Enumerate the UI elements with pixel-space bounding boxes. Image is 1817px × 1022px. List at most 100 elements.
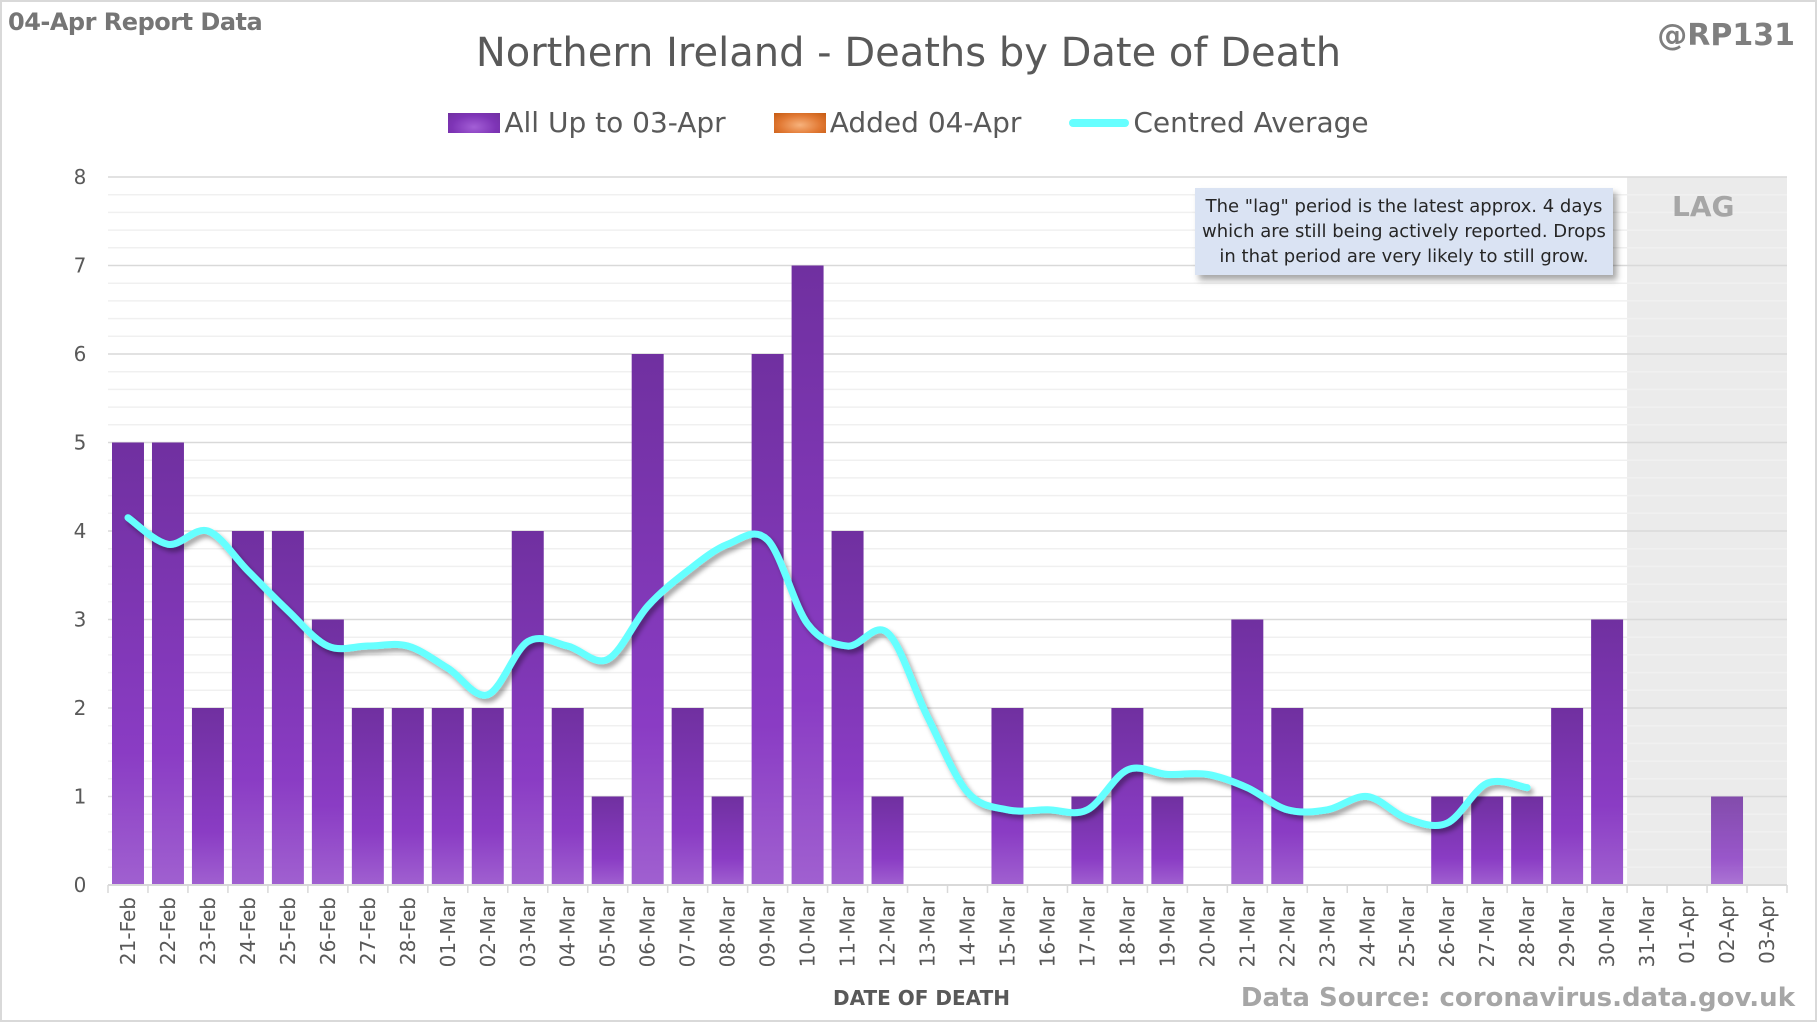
x-tick-label: 10-Mar	[796, 896, 820, 967]
bar-27-Mar	[1471, 796, 1504, 885]
x-tick-label: 08-Mar	[716, 896, 740, 967]
legend: All Up to 03-Apr Added 04-Apr Centred Av…	[0, 106, 1817, 139]
x-axis-title: DATE OF DEATH	[833, 986, 1010, 1010]
centred-average-line	[124, 514, 1531, 829]
x-tick-label: 05-Mar	[596, 896, 620, 967]
x-tick-label: 22-Mar	[1275, 896, 1299, 967]
bar-15-Mar	[991, 708, 1024, 885]
lag-label: LAG	[1672, 190, 1735, 223]
annotation-line: The "lag" period is the latest approx. 4…	[1205, 196, 1603, 217]
y-tick-label: 1	[74, 785, 87, 809]
bar-10-Mar	[791, 265, 824, 885]
x-tick-label: 30-Mar	[1595, 896, 1619, 967]
bar-23-Feb	[191, 708, 224, 885]
y-tick-label: 6	[74, 342, 87, 366]
x-tick-label: 02-Apr	[1715, 896, 1739, 964]
bar-25-Feb	[271, 531, 304, 885]
y-tick-label: 3	[74, 608, 87, 632]
bar-18-Mar	[1111, 708, 1144, 885]
bar-01-Mar	[431, 708, 464, 885]
x-tick-label: 02-Mar	[476, 896, 500, 967]
x-tick-label: 27-Mar	[1475, 896, 1499, 967]
legend-label: Centred Average	[1133, 106, 1369, 139]
x-tick-label: 01-Mar	[436, 896, 460, 967]
x-tick-label: 11-Mar	[836, 896, 860, 967]
x-tick-label: 31-Mar	[1635, 896, 1659, 967]
chart-title: Northern Ireland - Deaths by Date of Dea…	[475, 30, 1342, 76]
x-tick-label: 27-Feb	[356, 897, 380, 965]
x-tick-label: 24-Feb	[236, 897, 260, 965]
x-tick-label: 24-Mar	[1355, 896, 1379, 967]
bar-21-Feb	[111, 442, 144, 885]
x-tick-label: 12-Mar	[876, 896, 900, 967]
y-tick-label: 4	[74, 519, 87, 543]
y-tick-label: 2	[74, 696, 87, 720]
bar-30-Mar	[1591, 619, 1624, 885]
x-tick-label: 13-Mar	[916, 896, 940, 967]
x-tick-label: 25-Mar	[1395, 896, 1419, 967]
legend-label: All Up to 03-Apr	[504, 106, 726, 139]
x-tick-label: 28-Mar	[1515, 896, 1539, 967]
legend-swatch-orange-icon	[773, 112, 826, 133]
legend-item-all: All Up to 03-Apr	[448, 106, 726, 139]
bar-08-Mar	[711, 796, 744, 885]
legend-item-average: Centred Average	[1069, 106, 1369, 139]
author-handle: @RP131	[1657, 18, 1795, 53]
x-tick-label: 29-Mar	[1555, 896, 1579, 967]
bar-27-Feb	[351, 708, 384, 885]
x-tick-label: 28-Feb	[396, 897, 420, 965]
x-tick-label: 16-Mar	[1035, 896, 1059, 967]
bar-09-Mar	[751, 354, 784, 885]
bar-21-Mar	[1231, 619, 1264, 885]
legend-swatch-line-icon	[1069, 118, 1130, 127]
bar-07-Mar	[671, 708, 704, 885]
x-tick-label: 20-Mar	[1195, 896, 1219, 967]
y-tick-label: 8	[74, 165, 87, 189]
bar-29-Mar	[1551, 708, 1584, 885]
x-tick-label: 26-Feb	[316, 897, 340, 965]
x-tick-label: 25-Feb	[276, 897, 300, 965]
bar-02-Mar	[471, 708, 504, 885]
x-tick-label: 21-Mar	[1235, 896, 1259, 967]
x-tick-label: 03-Apr	[1755, 896, 1779, 964]
bar-26-Feb	[311, 619, 344, 885]
x-tick-label: 22-Feb	[156, 897, 180, 965]
x-tick-label: 09-Mar	[756, 896, 780, 967]
legend-item-added: Added 04-Apr	[773, 106, 1022, 139]
x-tick-label: 14-Mar	[955, 896, 979, 967]
bar-28-Feb	[391, 708, 424, 885]
bar-22-Feb	[151, 442, 184, 885]
x-tick-label: 07-Mar	[676, 896, 700, 967]
bar-28-Mar	[1511, 796, 1544, 885]
bar-12-Mar	[871, 796, 904, 885]
x-tick-label: 17-Mar	[1075, 896, 1099, 967]
x-tick-label: 06-Mar	[636, 896, 660, 967]
x-tick-label: 21-Feb	[116, 897, 140, 965]
bar-11-Mar	[831, 531, 864, 885]
x-tick-label: 23-Mar	[1315, 896, 1339, 967]
annotation-line: in that period are very likely to still …	[1219, 246, 1589, 267]
y-tick-label: 0	[74, 873, 87, 897]
data-source: Data Source: coronavirus.data.gov.uk	[1240, 983, 1795, 1013]
x-tick-label: 23-Feb	[196, 897, 220, 965]
annotation-line: which are still being actively reported.…	[1202, 221, 1606, 242]
x-tick-label: 01-Apr	[1675, 896, 1699, 964]
bar-05-Mar	[591, 796, 624, 885]
x-tick-label: 26-Mar	[1435, 896, 1459, 967]
bar-02-Apr	[1711, 796, 1744, 885]
lag-annotation: The "lag" period is the latest approx. 4…	[1195, 188, 1613, 275]
x-tick-label: 18-Mar	[1115, 896, 1139, 967]
bar-22-Mar	[1271, 708, 1304, 885]
report-label: 04-Apr Report Data	[8, 8, 263, 36]
bar-24-Feb	[231, 531, 264, 885]
x-tick-label: 04-Mar	[556, 896, 580, 967]
legend-label: Added 04-Apr	[829, 106, 1022, 139]
bar-03-Mar	[511, 531, 544, 885]
legend-swatch-purple-icon	[448, 112, 501, 133]
y-tick-label: 7	[74, 254, 87, 278]
x-tick-label: 15-Mar	[995, 896, 1019, 967]
bar-04-Mar	[551, 708, 584, 885]
x-tick-label: 19-Mar	[1155, 896, 1179, 967]
bar-19-Mar	[1151, 796, 1184, 885]
